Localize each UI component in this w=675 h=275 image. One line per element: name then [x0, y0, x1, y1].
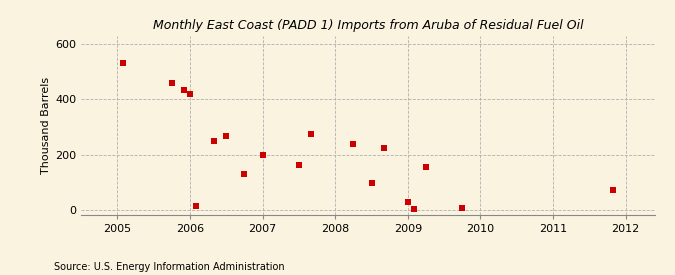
Point	[408, 207, 419, 211]
Point	[257, 153, 268, 157]
Point	[190, 204, 201, 208]
Point	[239, 172, 250, 177]
Text: Source: U.S. Energy Information Administration: Source: U.S. Energy Information Administ…	[54, 262, 285, 272]
Point	[184, 92, 195, 96]
Point	[348, 142, 358, 146]
Title: Monthly East Coast (PADD 1) Imports from Aruba of Residual Fuel Oil: Monthly East Coast (PADD 1) Imports from…	[153, 19, 583, 32]
Point	[608, 187, 619, 192]
Point	[379, 146, 389, 150]
Point	[457, 206, 468, 210]
Point	[117, 61, 128, 66]
Point	[306, 132, 317, 136]
Point	[221, 133, 232, 138]
Y-axis label: Thousand Barrels: Thousand Barrels	[41, 76, 51, 174]
Point	[366, 180, 377, 185]
Point	[209, 139, 219, 143]
Point	[421, 165, 431, 170]
Point	[179, 88, 190, 92]
Point	[402, 200, 413, 204]
Point	[294, 163, 304, 167]
Point	[166, 81, 177, 85]
